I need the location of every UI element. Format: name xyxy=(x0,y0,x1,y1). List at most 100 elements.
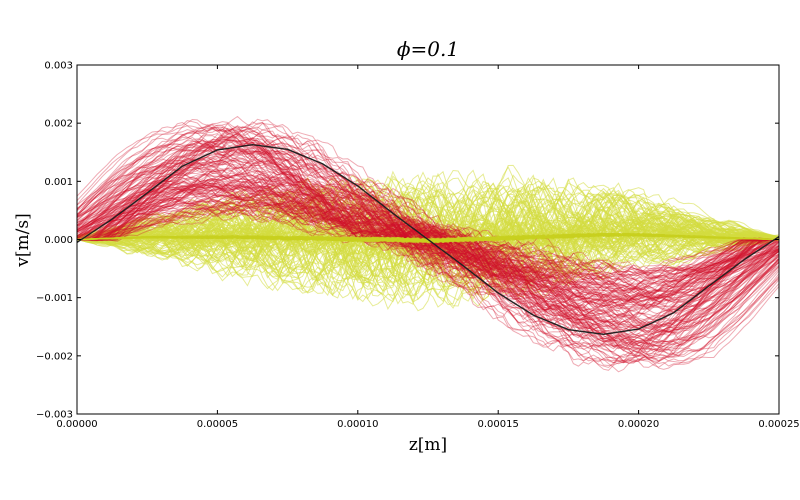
x-axis-label: z[m] xyxy=(409,435,447,455)
ensemble-red-line xyxy=(77,208,779,274)
y-axis: −0.003 −0.002 −0.001 0.000 0.001 0.002 0.003 xyxy=(36,61,779,421)
ensemble-red-line xyxy=(77,144,779,345)
ensemble-red-line xyxy=(77,185,779,301)
ensemble-red-line xyxy=(77,161,779,330)
ensemble-red-line xyxy=(77,138,779,348)
ensemble-red-line xyxy=(77,199,779,282)
ensemble-red-line xyxy=(77,133,779,365)
ensemble-red-line xyxy=(77,175,779,310)
ensemble-red-line xyxy=(77,172,779,309)
ensemble-red-line xyxy=(77,147,779,333)
ensemble-red-line xyxy=(77,171,779,308)
y-tick-label: −0.002 xyxy=(36,351,73,362)
ensemble-red-line xyxy=(77,182,779,292)
ensemble-red-line xyxy=(77,126,779,367)
ensemble-red-line xyxy=(77,204,779,281)
x-tick-label: 0.00020 xyxy=(618,419,659,430)
ensemble-red-line xyxy=(77,191,779,295)
ensemble-red-line xyxy=(77,164,779,321)
x-tick-label: 0.00005 xyxy=(197,419,238,430)
ensemble-red-line xyxy=(77,172,779,316)
ensemble-red-line xyxy=(77,133,779,349)
ensemble-red-line xyxy=(77,145,779,336)
ensemble-red-line xyxy=(77,185,779,294)
ensemble-red-line xyxy=(77,168,779,313)
ensemble-red-line xyxy=(77,185,779,301)
ensemble-red-line xyxy=(77,197,779,286)
ensemble-yellow-line xyxy=(77,174,779,311)
ensemble-yellow-line xyxy=(77,169,779,305)
ensemble-red-line xyxy=(77,157,779,329)
ensemble-red-line xyxy=(77,166,779,314)
y-tick-label: −0.003 xyxy=(36,410,73,421)
ensemble-red-line xyxy=(77,142,779,342)
ensemble-red-line xyxy=(77,159,779,330)
ensemble-yellow-line xyxy=(77,177,779,302)
ensemble-yellow-line xyxy=(77,221,779,257)
x-tick-label: 0.00000 xyxy=(56,419,97,430)
ensemble-red-line xyxy=(77,195,779,293)
ensemble-red-line xyxy=(77,195,779,278)
ensemble-red-line xyxy=(77,178,779,301)
ensemble-red-line xyxy=(77,187,779,294)
ensemble-red-line xyxy=(77,192,779,293)
ensemble-red-line xyxy=(77,204,779,275)
y-tick-label: −0.001 xyxy=(36,293,73,304)
ensemble-red-line xyxy=(77,186,779,296)
ensemble-red-line xyxy=(77,145,779,328)
ensemble-red-line xyxy=(77,118,779,367)
ensemble-red-line xyxy=(77,184,779,300)
ensemble-red-line xyxy=(77,133,779,353)
ensemble-red-line xyxy=(77,125,779,364)
ensemble-red-line xyxy=(77,152,779,333)
ensemble-red-line xyxy=(77,169,779,315)
ensemble-red-line xyxy=(77,194,779,289)
ensemble-red-line xyxy=(77,133,779,357)
ensemble-red-line xyxy=(77,125,779,362)
ensemble-red-line xyxy=(77,198,779,278)
x-axis: 0.00000 0.00005 0.00010 0.00015 0.00020 0.000… xyxy=(56,65,800,430)
ensemble-red-line xyxy=(77,197,779,283)
ensemble-red-line xyxy=(77,180,779,310)
ensemble-red-line xyxy=(77,177,779,304)
ensemble-red-line xyxy=(77,161,779,327)
ensemble-red-line xyxy=(77,172,779,311)
ensemble-red-line xyxy=(77,149,779,335)
reference-sine-line xyxy=(77,143,779,336)
y-axis-label: v[m/s] xyxy=(13,213,33,267)
ensemble-red-line xyxy=(77,153,779,331)
ensemble-red-line xyxy=(77,138,779,352)
ensemble-red-line xyxy=(77,154,779,331)
ensemble-red-line xyxy=(77,120,779,371)
y-tick-label: 0.002 xyxy=(44,119,73,130)
ensemble-red-line xyxy=(77,136,779,357)
ensemble-red-line xyxy=(77,154,779,327)
x-tick-label: 0.00010 xyxy=(337,419,378,430)
y-tick-label: 0.003 xyxy=(44,61,73,72)
ensemble-red-line xyxy=(77,121,779,358)
ensemble-red-line xyxy=(77,159,779,318)
ensemble-red-line xyxy=(77,181,779,301)
ensemble-yellow-line xyxy=(77,216,779,264)
ensemble-red-line xyxy=(77,167,779,318)
ensemble-red-line xyxy=(77,204,779,282)
ensemble-red-line xyxy=(77,199,779,275)
ensemble-red-line xyxy=(77,126,779,364)
ensemble-red-line xyxy=(77,176,779,310)
ensemble-red-line xyxy=(77,152,779,333)
ensemble-red-line xyxy=(77,190,779,294)
ensemble-red-line xyxy=(77,130,779,356)
ensemble-red-line xyxy=(77,115,779,368)
reference-sine-series xyxy=(77,143,779,336)
ensemble-red-line xyxy=(77,142,779,343)
ensemble-red-line xyxy=(77,126,779,359)
ensemble-red-line xyxy=(77,118,779,373)
ensemble-red-line xyxy=(77,142,779,344)
ensemble-red-line xyxy=(77,192,779,289)
ensemble-red-line xyxy=(77,149,779,338)
x-tick-label: 0.00015 xyxy=(478,419,519,430)
ensemble-red-line xyxy=(77,188,779,296)
ensemble-red-line xyxy=(77,200,779,281)
ensemble-yellow-line xyxy=(77,214,779,263)
ensemble-yellow-line xyxy=(77,188,779,288)
